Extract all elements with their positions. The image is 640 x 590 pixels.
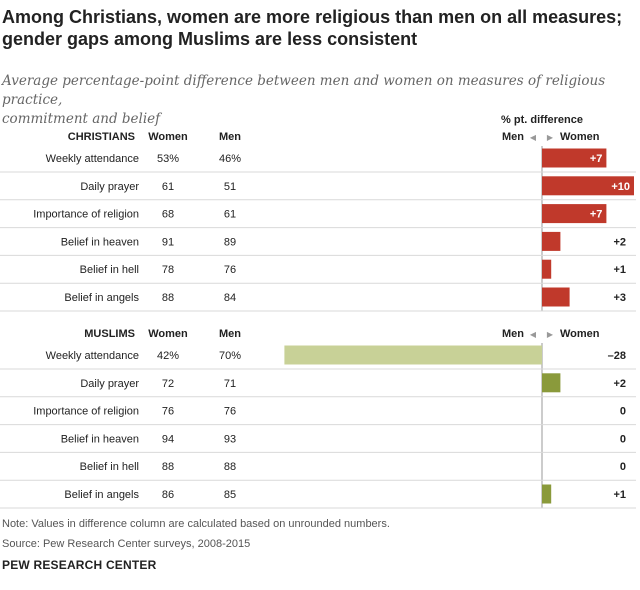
chart-title-line-2: gender gaps among Muslims are less consi… (2, 29, 418, 49)
men-value: 70% (219, 350, 241, 362)
diff-value-label: +10 (611, 181, 630, 193)
diff-value-label: 0 (620, 406, 626, 418)
axis-label-women: Women (560, 131, 600, 143)
diff-value-label: 0 (620, 461, 626, 473)
chart-subtitle-line-2: commitment and belief (2, 111, 161, 127)
chart-title: Among Christians, women are more religio… (2, 6, 638, 50)
diff-bar (542, 373, 561, 393)
row-label: Belief in angels (64, 292, 139, 304)
row-label: Belief in angels (64, 489, 139, 501)
diff-bar (542, 204, 607, 224)
diff-value-label: +7 (590, 153, 603, 165)
column-header-men: Men (219, 131, 241, 143)
women-value: 42% (157, 350, 179, 362)
men-value: 71 (224, 378, 236, 390)
men-value: 51 (224, 181, 236, 193)
source-text: Source: Pew Research Center surveys, 200… (2, 538, 251, 550)
column-header-men: Men (219, 328, 241, 340)
women-value: 61 (162, 181, 174, 193)
men-value: 89 (224, 236, 236, 248)
women-value: 86 (162, 489, 174, 501)
notes: Note: Values in difference column are ca… (2, 514, 390, 554)
diff-bar (542, 231, 561, 251)
men-value: 84 (224, 292, 236, 304)
axis-label-women: Women (560, 328, 600, 340)
diff-bar (542, 287, 570, 307)
diff-bar (542, 484, 552, 504)
axis-label-men: Men (502, 131, 524, 143)
diff-value-label: +3 (613, 292, 626, 304)
diff-value-label: +2 (613, 236, 626, 248)
diff-bar (542, 176, 634, 196)
column-header-women: Women (148, 328, 188, 340)
row-label: Belief in hell (80, 461, 139, 473)
diff-value-label: +1 (613, 264, 626, 276)
note-text: Note: Values in difference column are ca… (2, 518, 390, 530)
row-label: Weekly attendance (46, 153, 139, 165)
column-header-women: Women (148, 131, 188, 143)
women-value: 72 (162, 378, 174, 390)
diff-bar (284, 345, 542, 365)
diff-value-label: +1 (613, 489, 626, 501)
diff-value-label: –28 (608, 350, 626, 362)
row-label: Belief in heaven (61, 433, 139, 445)
women-value: 53% (157, 153, 179, 165)
chart-subtitle-line-1: Average percentage-point difference betw… (2, 73, 606, 108)
arrow-right-icon: ▶ (547, 330, 554, 339)
diff-bar (542, 148, 607, 168)
diff-value-label: +7 (590, 209, 603, 221)
arrow-left-icon: ◀ (530, 330, 537, 339)
row-label: Belief in hell (80, 264, 139, 276)
arrow-left-icon: ◀ (530, 133, 537, 142)
row-label: Belief in heaven (61, 236, 139, 248)
men-value: 88 (224, 461, 236, 473)
brand-text: PEW RESEARCH CENTER (2, 558, 157, 572)
diff-value-label: 0 (620, 433, 626, 445)
men-value: 76 (224, 406, 236, 418)
diff-header: % pt. difference (501, 114, 583, 126)
women-value: 76 (162, 406, 174, 418)
arrow-right-icon: ▶ (547, 133, 554, 142)
women-value: 94 (162, 433, 174, 445)
women-value: 68 (162, 209, 174, 221)
men-value: 61 (224, 209, 236, 221)
group-header: MUSLIMS (84, 328, 135, 340)
diff-value-label: +2 (613, 378, 626, 390)
chart-subtitle: Average percentage-point difference betw… (2, 72, 638, 129)
women-value: 91 (162, 236, 174, 248)
row-label: Daily prayer (80, 181, 139, 193)
women-value: 78 (162, 264, 174, 276)
row-label: Daily prayer (80, 378, 139, 390)
row-label: Importance of religion (33, 209, 139, 221)
men-value: 93 (224, 433, 236, 445)
diff-bar (542, 259, 552, 279)
axis-label-men: Men (502, 328, 524, 340)
row-label: Importance of religion (33, 406, 139, 418)
chart-title-line-1: Among Christians, women are more religio… (2, 7, 623, 27)
women-value: 88 (162, 461, 174, 473)
group-header: CHRISTIANS (68, 131, 135, 143)
men-value: 85 (224, 489, 236, 501)
men-value: 76 (224, 264, 236, 276)
men-value: 46% (219, 153, 241, 165)
women-value: 88 (162, 292, 174, 304)
row-label: Weekly attendance (46, 350, 139, 362)
